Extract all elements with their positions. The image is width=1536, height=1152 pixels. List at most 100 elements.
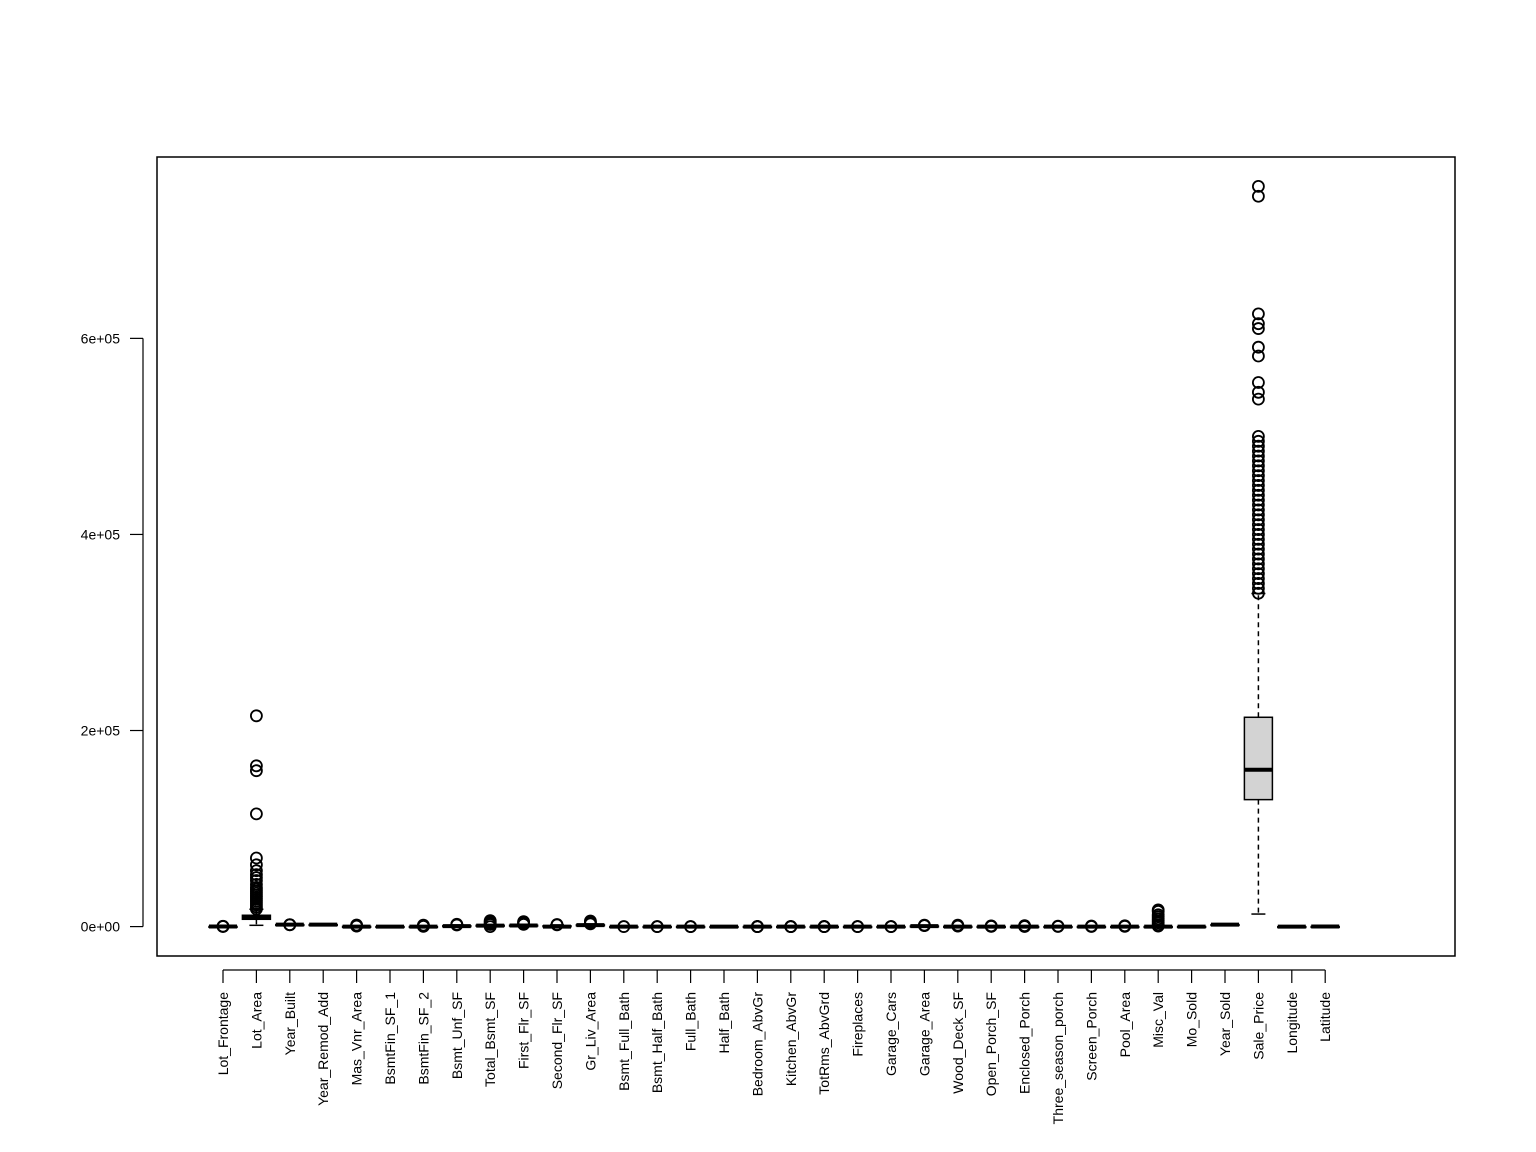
box-totrms-abvgrd	[809, 920, 839, 933]
x-tick-label: Screen_Porch	[1083, 992, 1099, 1081]
outlier-point	[1252, 508, 1265, 522]
outlier-point	[450, 917, 464, 931]
x-tick-label: Fireplaces	[850, 992, 866, 1057]
outlier-point	[1252, 459, 1265, 473]
outlier-point	[1252, 518, 1265, 532]
x-tick-label: Latitude	[1317, 992, 1333, 1042]
outlier-point	[1252, 581, 1265, 595]
x-tick-label: Garage_Area	[916, 992, 932, 1076]
y-axis: 0e+00 2e+05 4e+05 6e+05	[81, 330, 144, 935]
x-tick-label: Kitchen_AbvGr	[783, 992, 799, 1086]
x-tick-label: Year_Remod_Add	[315, 992, 331, 1106]
outlier-point	[1252, 307, 1265, 321]
outlier-point	[1252, 469, 1265, 483]
outlier-point	[1051, 919, 1065, 933]
outlier-point	[1252, 567, 1265, 581]
box-mas-vnr-area	[341, 918, 372, 933]
box-year-sold	[1210, 922, 1240, 927]
outlier-point	[350, 918, 364, 932]
x-tick-label: BsmtFin_SF_2	[415, 992, 431, 1085]
outlier-point	[249, 764, 263, 778]
outlier-point	[617, 920, 631, 933]
x-tick-label: Bsmt_Half_Bath	[649, 992, 665, 1093]
outlier-point	[1151, 908, 1165, 922]
outlier-point	[1252, 385, 1265, 399]
x-tick-label: Enclosed_Porch	[1017, 992, 1033, 1094]
outlier-point	[416, 918, 430, 932]
outlier-point	[550, 918, 564, 931]
box-total-bsmt-sf	[475, 914, 505, 933]
outlier-point	[1252, 376, 1265, 389]
outlier-point	[249, 807, 263, 821]
outlier-point	[1252, 449, 1265, 463]
x-tick-label: Mas_Vnr_Area	[349, 992, 365, 1086]
outlier-point	[249, 759, 263, 773]
outlier-point	[1252, 557, 1265, 571]
box-bsmtfin-sf-1	[375, 924, 405, 929]
outlier-point	[216, 919, 230, 933]
y-tick-label: 0e+00	[81, 919, 121, 935]
box-full-bath	[675, 920, 706, 933]
outlier-point	[1252, 322, 1265, 335]
x-tick-label: TotRms_AbvGrd	[816, 992, 832, 1095]
outlier-point	[1252, 503, 1265, 517]
x-tick-label: Half_Bath	[716, 992, 732, 1053]
box-pool-area	[1110, 919, 1140, 933]
outlier-point	[1018, 919, 1031, 932]
box-fireplaces	[842, 920, 873, 933]
y-tick-label: 4e+05	[81, 526, 121, 542]
outlier-point	[1252, 493, 1265, 507]
outlier-point	[1252, 483, 1265, 497]
outlier-point	[1252, 439, 1265, 453]
outlier-point	[1252, 562, 1265, 576]
outlier-point	[1252, 444, 1265, 458]
outlier-point	[918, 918, 931, 932]
outlier-point	[1252, 488, 1265, 502]
outlier-point	[1252, 542, 1265, 556]
plot-frame	[156, 156, 1456, 957]
box-kitchen-abvgr	[776, 920, 806, 933]
box-lot-frontage	[208, 919, 238, 933]
outlier-point	[884, 920, 898, 933]
outlier-point	[684, 920, 697, 933]
y-tick-label: 2e+05	[81, 723, 121, 739]
x-tick-label: First_Flr_SF	[516, 992, 532, 1069]
outlier-point	[483, 914, 497, 927]
box-gr-liv-area	[575, 914, 606, 931]
box-garage-area	[909, 918, 940, 933]
x-tick-label: Bsmt_Unf_SF	[449, 992, 465, 1079]
x-tick-label: Lot_Area	[248, 992, 264, 1049]
box-three-season-porch	[1043, 919, 1073, 933]
outlier-point	[1252, 349, 1265, 363]
outlier-point	[1252, 434, 1265, 448]
x-tick-label: Year_Sold	[1217, 992, 1233, 1056]
x-tick-label: Wood_Deck_SF	[950, 992, 966, 1094]
outlier-point	[249, 868, 263, 882]
x-axis: Lot_Frontage Lot_Area Year_Built Year_Remod…	[215, 969, 1333, 1124]
outlier-point	[817, 920, 831, 933]
outlier-point	[851, 920, 864, 933]
outlier-point	[249, 864, 263, 878]
outlier-point	[1252, 189, 1265, 203]
x-tick-label: Mo_Sold	[1184, 992, 1200, 1047]
outlier-point	[249, 709, 263, 723]
outlier-point	[1252, 474, 1265, 487]
outlier-point	[1252, 528, 1265, 541]
outlier-point	[751, 920, 764, 933]
x-tick-label: Bedroom_AbvGr	[749, 992, 765, 1097]
box-year-remod-add	[308, 922, 338, 927]
x-tick-label: Gr_Liv_Area	[582, 992, 598, 1071]
outlier-point	[1252, 586, 1265, 600]
outlier-point	[1252, 180, 1265, 193]
outlier-point	[1252, 340, 1265, 354]
x-tick-label: Lot_Frontage	[215, 992, 231, 1075]
y-tick-label: 6e+05	[81, 330, 121, 346]
outlier-point	[1151, 903, 1165, 917]
box-bsmt-unf-sf	[442, 917, 472, 932]
box-series	[208, 180, 1340, 933]
box-bsmt-full-bath	[609, 920, 639, 933]
box-half-bath	[709, 924, 739, 929]
x-tick-label: Pool_Area	[1117, 992, 1133, 1058]
